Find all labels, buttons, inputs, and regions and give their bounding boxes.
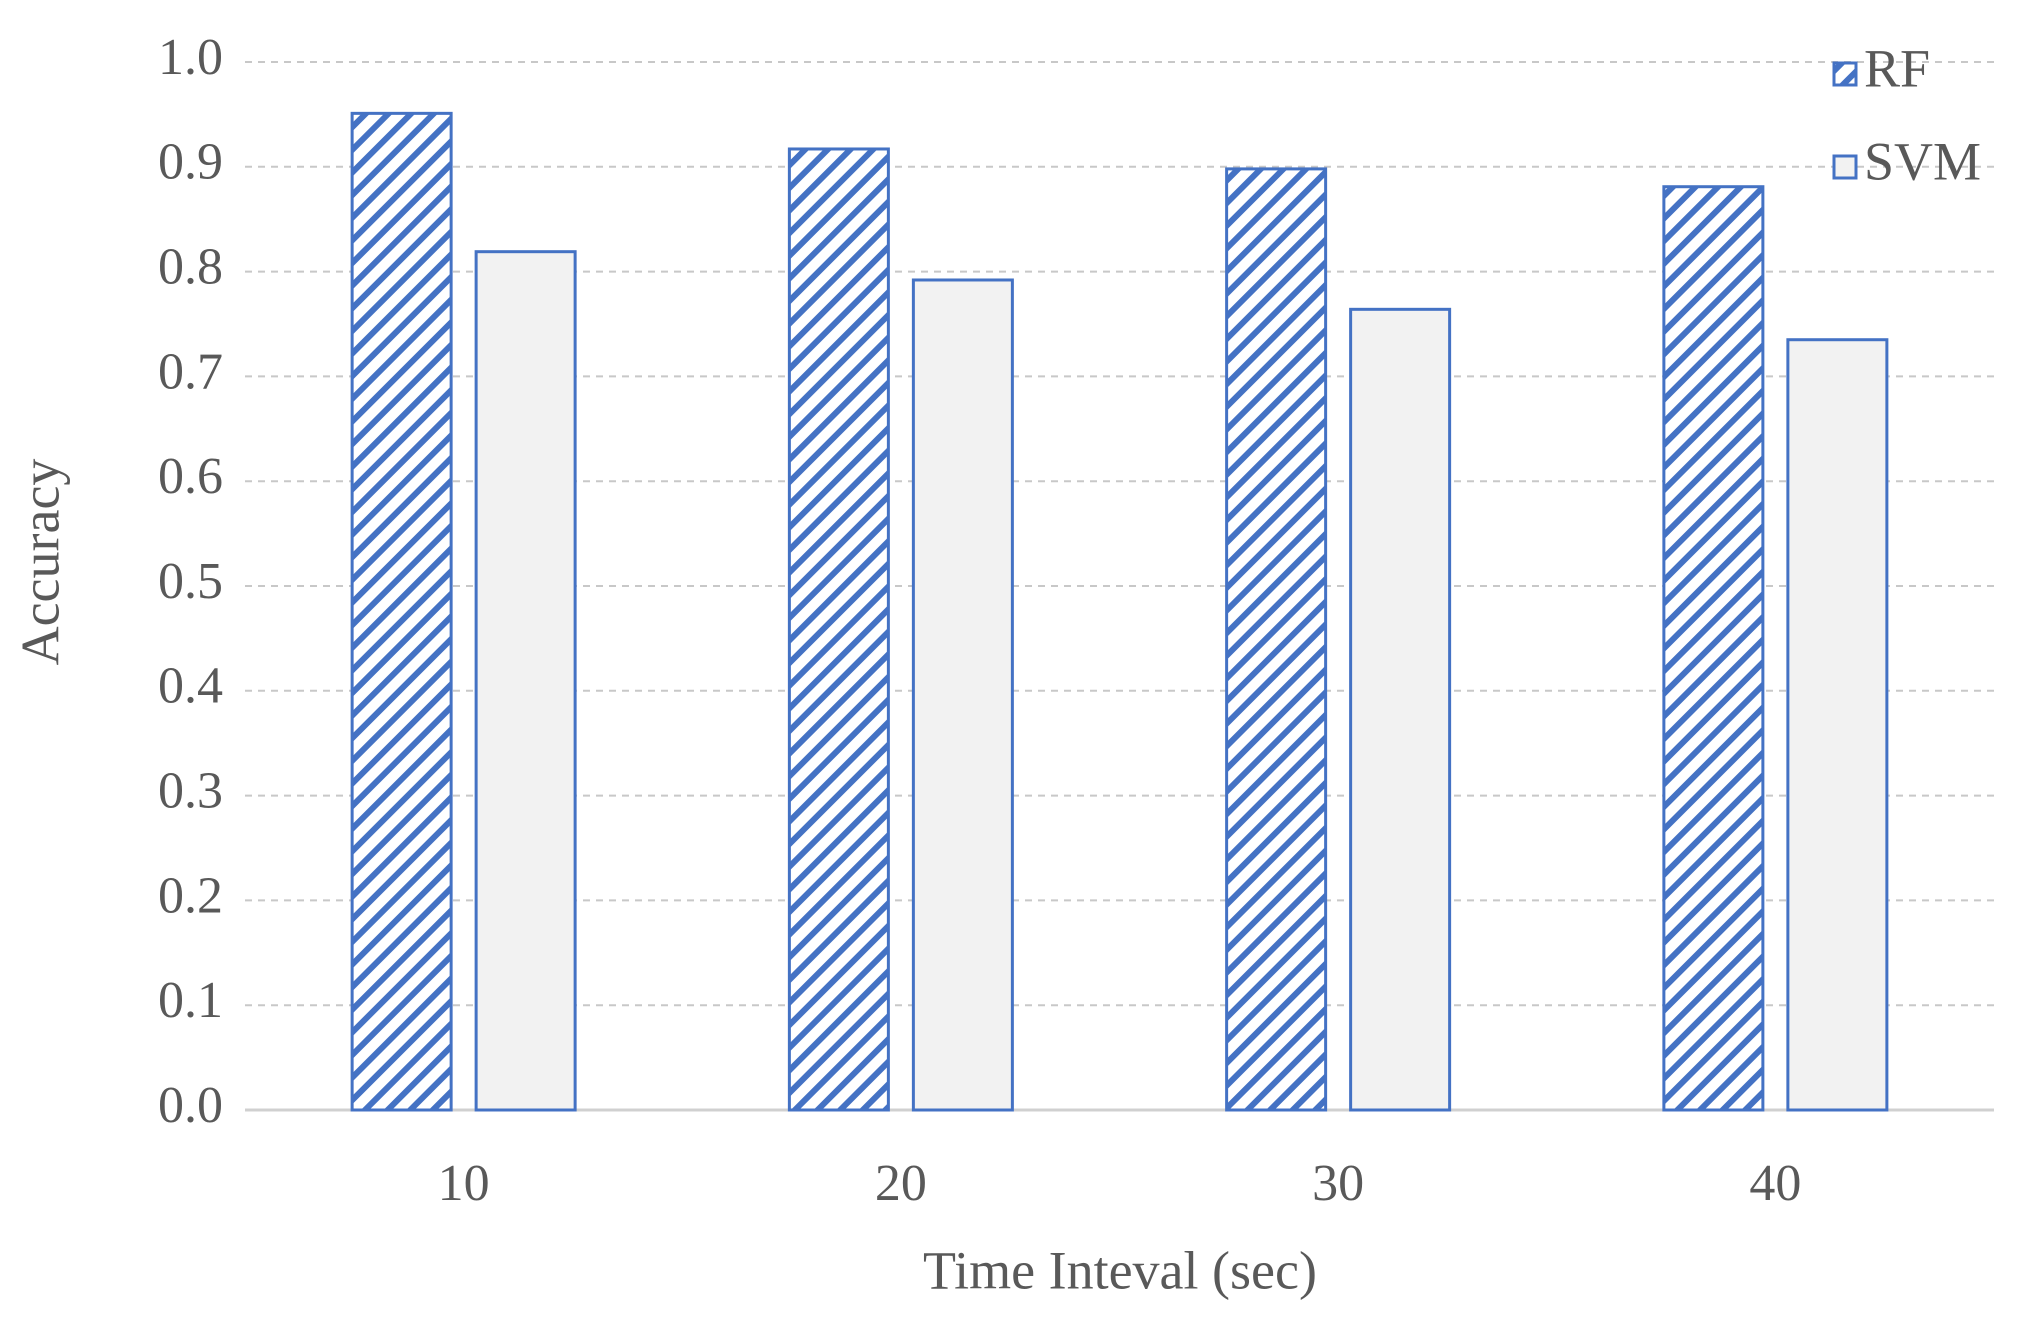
x-tick-label: 10 xyxy=(438,1155,490,1212)
bar xyxy=(474,250,577,1112)
y-tick-label: 0.6 xyxy=(158,448,223,505)
y-tick-label: 0.5 xyxy=(158,553,223,610)
bar xyxy=(911,278,1014,1112)
bar xyxy=(350,111,453,1112)
y-tick-label: 0.4 xyxy=(158,658,223,715)
y-tick-label: 0.1 xyxy=(158,972,223,1029)
x-axis-title: Time Inteval (sec) xyxy=(923,1240,1317,1300)
bar xyxy=(1349,307,1452,1112)
legend-label: SVM xyxy=(1864,131,1981,191)
y-tick-label: 0.2 xyxy=(158,867,223,924)
x-tick-label: 40 xyxy=(1749,1155,1801,1212)
y-tick-label: 0.0 xyxy=(158,1077,223,1134)
y-tick-label: 0.8 xyxy=(158,239,223,296)
legend-swatch xyxy=(1832,154,1858,180)
y-tick-label: 0.3 xyxy=(158,763,223,820)
x-tick-label: 20 xyxy=(875,1155,927,1212)
bar xyxy=(1786,338,1889,1112)
y-tick-label: 0.7 xyxy=(158,343,223,400)
y-tick-label: 1.0 xyxy=(158,29,223,86)
bar xyxy=(1225,167,1328,1112)
legend-swatch xyxy=(1832,61,1858,87)
x-tick-label: 30 xyxy=(1312,1155,1364,1212)
y-axis-title: Accuracy xyxy=(10,459,70,666)
bar xyxy=(787,147,890,1112)
legend-label: RF xyxy=(1864,38,1930,98)
bar xyxy=(1662,185,1765,1112)
y-tick-label: 0.9 xyxy=(158,134,223,191)
